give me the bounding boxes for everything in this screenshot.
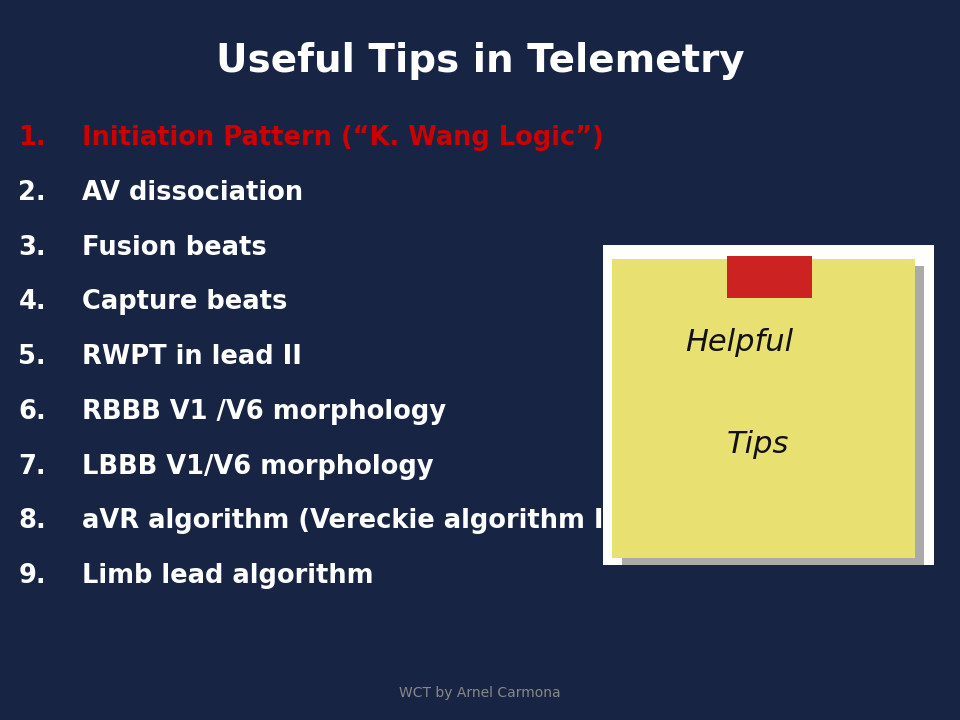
Text: Limb lead algorithm: Limb lead algorithm [82,563,373,589]
Text: Tips: Tips [727,430,789,459]
Text: 9.: 9. [18,563,46,589]
Text: 1.: 1. [18,125,46,151]
Bar [603,245,934,565]
Text: Helpful: Helpful [685,328,794,357]
Text: Capture beats: Capture beats [82,289,287,315]
Text: 4.: 4. [18,289,46,315]
Text: Initiation Pattern (“K. Wang Logic”): Initiation Pattern (“K. Wang Logic”) [82,125,604,151]
Text: LBBB V1/V6 morphology: LBBB V1/V6 morphology [82,454,433,480]
Text: aVR algorithm (Vereckie algorithm II): aVR algorithm (Vereckie algorithm II) [82,508,624,534]
Bar [728,256,812,298]
Text: 8.: 8. [18,508,46,534]
Text: 7.: 7. [18,454,46,480]
Text: 3.: 3. [18,235,46,261]
Text: 5.: 5. [18,344,46,370]
Text: WCT by Arnel Carmona: WCT by Arnel Carmona [399,685,561,700]
Text: RWPT in lead II: RWPT in lead II [82,344,301,370]
Bar [622,266,924,565]
Text: AV dissociation: AV dissociation [82,180,302,206]
Text: Useful Tips in Telemetry: Useful Tips in Telemetry [216,42,744,80]
Text: RBBB V1 /V6 morphology: RBBB V1 /V6 morphology [82,399,445,425]
Text: 2.: 2. [18,180,46,206]
Bar [612,259,915,558]
Text: Fusion beats: Fusion beats [82,235,266,261]
Text: 6.: 6. [18,399,46,425]
